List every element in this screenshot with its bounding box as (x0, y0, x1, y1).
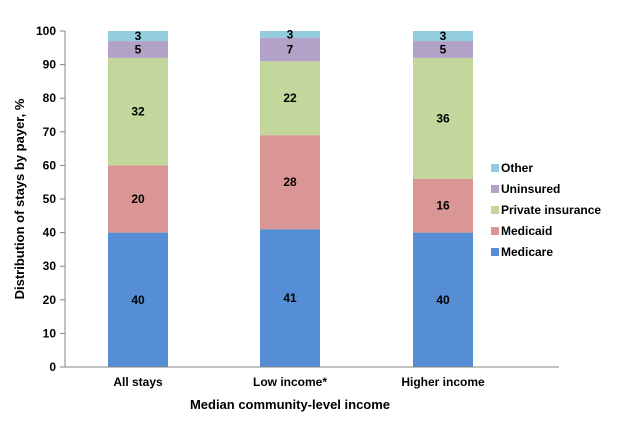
bar-segment (413, 57, 473, 179)
bar-segment (108, 232, 168, 367)
data-label: 5 (135, 42, 142, 56)
legend-label: Other (501, 161, 533, 175)
y-tick-label: 70 (43, 125, 57, 139)
legend-label: Uninsured (501, 182, 560, 196)
legend-label: Private insurance (501, 203, 601, 217)
y-tick-label: 10 (43, 326, 57, 340)
legend-swatch (491, 227, 499, 235)
y-tick-label: 60 (43, 158, 57, 172)
bar-segment (413, 31, 473, 42)
data-label: 22 (283, 91, 297, 105)
data-label: 41 (283, 291, 297, 305)
bar-segment (413, 178, 473, 233)
legend-swatch (491, 206, 499, 214)
x-axis-label: Median community-level income (190, 397, 390, 412)
data-label: 28 (283, 175, 297, 189)
bar-segment (413, 41, 473, 58)
legend-swatch (491, 164, 499, 172)
y-tick-label: 30 (43, 259, 57, 273)
axes: 0 10 20 30 40 50 60 70 80 90 100 All stays Low incom… (36, 24, 559, 389)
data-label: 3 (440, 29, 447, 43)
data-label: 32 (131, 105, 145, 119)
x-tick-label: Low income* (253, 375, 327, 389)
data-label: 5 (440, 42, 447, 56)
data-label: 16 (436, 199, 450, 213)
bar-segment (260, 135, 320, 230)
x-tick-label: All stays (113, 375, 163, 389)
y-tick-label: 20 (43, 293, 57, 307)
bar-segment (108, 165, 168, 233)
bar-segment (108, 41, 168, 58)
data-label: 40 (131, 293, 145, 307)
legend-label: Medicare (501, 245, 553, 259)
data-label: 20 (131, 192, 145, 206)
data-label: 3 (135, 29, 142, 43)
bar-segment (108, 57, 168, 166)
y-tick-label: 90 (43, 58, 57, 72)
bar-segment (260, 31, 320, 38)
y-tick-label: 100 (36, 24, 56, 38)
data-label: 3 (287, 27, 294, 41)
bar-segment (260, 61, 320, 136)
bar-segment (108, 31, 168, 42)
bar-segment (260, 37, 320, 62)
legend-label: Medicaid (501, 224, 552, 238)
bar-segment (413, 232, 473, 367)
y-tick-label: 80 (43, 91, 57, 105)
y-tick-label: 40 (43, 226, 57, 240)
y-tick-label: 50 (43, 192, 57, 206)
data-label: 36 (436, 111, 450, 125)
legend-swatch (491, 248, 499, 256)
bar-segment (260, 229, 320, 367)
y-tick-label: 0 (49, 360, 56, 374)
y-axis-label: Distribution of stays by payer, % (12, 98, 27, 299)
data-label: 7 (287, 42, 294, 56)
legend: Other Uninsured Private insurance Medicaid M… (491, 161, 601, 259)
x-tick-label: Higher income (401, 375, 485, 389)
data-label: 40 (436, 293, 450, 307)
legend-swatch (491, 185, 499, 193)
